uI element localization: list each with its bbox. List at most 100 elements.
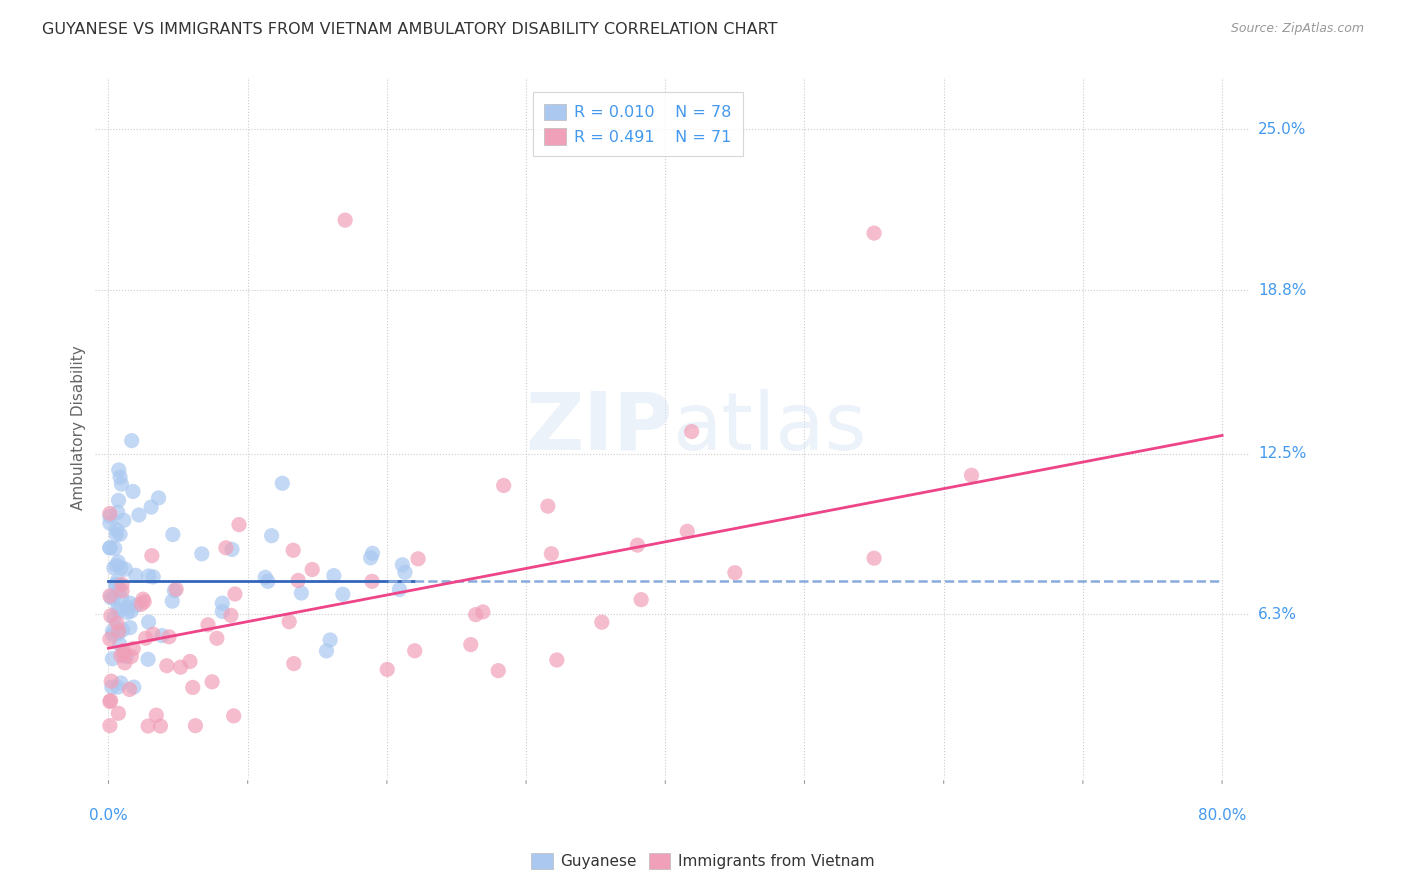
Point xyxy=(184,719,207,733)
Point xyxy=(101,651,124,665)
Point xyxy=(211,605,233,619)
Point xyxy=(254,570,277,584)
Point xyxy=(115,649,138,664)
Point xyxy=(322,568,344,582)
Point xyxy=(111,623,134,637)
Point xyxy=(111,577,134,591)
Point xyxy=(134,595,156,609)
Point xyxy=(471,605,494,619)
Point xyxy=(626,538,648,552)
Point xyxy=(460,638,482,652)
Point xyxy=(136,719,159,733)
Point xyxy=(98,589,121,603)
Point xyxy=(107,680,129,694)
Point xyxy=(125,568,148,582)
Point xyxy=(260,529,283,543)
Point xyxy=(863,551,886,566)
Point xyxy=(111,583,134,598)
Point xyxy=(271,476,294,491)
Point xyxy=(540,547,562,561)
Point xyxy=(486,664,509,678)
Point xyxy=(138,615,160,629)
Point xyxy=(256,574,278,589)
Point xyxy=(122,641,145,656)
Point xyxy=(117,606,139,620)
Point xyxy=(107,505,129,519)
Point xyxy=(100,608,122,623)
Point xyxy=(179,655,201,669)
Text: 25.0%: 25.0% xyxy=(1258,122,1306,136)
Point xyxy=(114,562,136,576)
Point xyxy=(122,484,145,499)
Text: 6.3%: 6.3% xyxy=(1258,607,1298,622)
Point xyxy=(464,607,486,622)
Point xyxy=(107,706,129,721)
Point xyxy=(118,621,141,635)
Point xyxy=(394,566,416,580)
Point xyxy=(112,643,135,657)
Point xyxy=(150,629,173,643)
Point xyxy=(114,656,136,670)
Point xyxy=(108,470,131,484)
Point xyxy=(98,516,121,530)
Point xyxy=(108,582,131,597)
Point xyxy=(283,543,305,558)
Point xyxy=(115,600,138,615)
Point xyxy=(148,491,170,505)
Point xyxy=(361,574,384,589)
Text: 18.8%: 18.8% xyxy=(1258,283,1306,298)
Point xyxy=(142,627,165,641)
Point xyxy=(537,499,560,513)
Point xyxy=(224,587,246,601)
Point xyxy=(112,648,135,662)
Point xyxy=(181,681,204,695)
Point xyxy=(107,555,129,569)
Point xyxy=(228,517,250,532)
Point xyxy=(361,546,384,560)
Point xyxy=(103,611,125,625)
Point xyxy=(219,608,242,623)
Point xyxy=(103,561,125,575)
Point xyxy=(404,644,426,658)
Point xyxy=(278,615,301,629)
Point xyxy=(333,213,356,227)
Point xyxy=(191,547,214,561)
Legend: Guyanese, Immigrants from Vietnam: Guyanese, Immigrants from Vietnam xyxy=(526,847,880,875)
Point xyxy=(107,493,129,508)
Text: Source: ZipAtlas.com: Source: ZipAtlas.com xyxy=(1230,22,1364,36)
Point xyxy=(107,624,129,638)
Point xyxy=(197,617,219,632)
Point xyxy=(157,630,180,644)
Point xyxy=(103,591,125,606)
Point xyxy=(681,425,703,439)
Point xyxy=(112,513,135,527)
Point xyxy=(98,632,121,646)
Point xyxy=(138,569,160,583)
Point xyxy=(319,632,342,647)
Point xyxy=(149,719,172,733)
Point xyxy=(676,524,699,539)
Text: atlas: atlas xyxy=(672,389,866,467)
Point xyxy=(132,592,155,607)
Point xyxy=(101,624,124,639)
Point xyxy=(110,477,132,491)
Point xyxy=(105,616,128,631)
Point xyxy=(98,695,121,709)
Y-axis label: Ambulatory Disability: Ambulatory Disability xyxy=(72,345,86,510)
Point xyxy=(98,541,121,555)
Point xyxy=(201,674,224,689)
Point xyxy=(406,551,429,566)
Point xyxy=(156,658,179,673)
Point xyxy=(105,523,128,537)
Text: ZIP: ZIP xyxy=(524,389,672,467)
Point xyxy=(105,574,128,588)
Point xyxy=(107,626,129,640)
Point xyxy=(546,653,568,667)
Point xyxy=(125,598,148,612)
Point xyxy=(121,434,143,448)
Point xyxy=(135,631,157,645)
Point xyxy=(129,598,152,612)
Point xyxy=(169,660,191,674)
Point xyxy=(107,602,129,616)
Point xyxy=(110,676,132,690)
